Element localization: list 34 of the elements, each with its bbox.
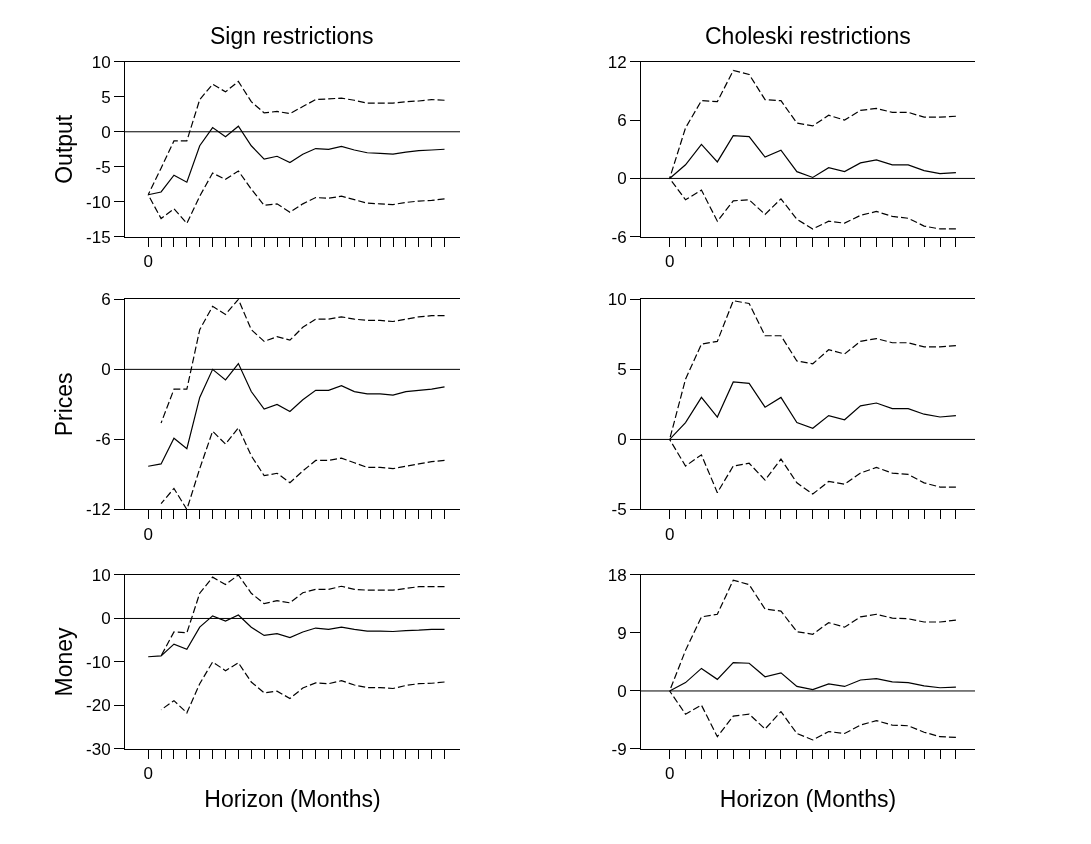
y-tick-label: -12 [86, 500, 111, 520]
y-tick-label: 18 [607, 565, 627, 585]
x-axis-title: Horizon (Months) [204, 785, 381, 812]
y-tick-label: 0 [101, 122, 111, 142]
y-tick-label: 6 [101, 290, 111, 310]
y-tick-label: -15 [86, 227, 111, 247]
x-axis-title: Horizon (Months) [719, 785, 897, 812]
chart-title: Sign restrictions [210, 23, 374, 49]
y-tick-label: -6 [611, 227, 627, 247]
y-tick-label: 12 [607, 52, 627, 72]
y-tick-label: 10 [607, 290, 627, 310]
y-tick-label: -10 [86, 192, 111, 212]
y-tick-label: 0 [617, 681, 627, 701]
y-tick-label: 0 [617, 430, 627, 450]
y-tick-label: -10 [86, 652, 111, 672]
y-tick-label: 5 [101, 87, 111, 107]
y-tick-label: 10 [91, 565, 111, 585]
y-tick-label: -9 [611, 739, 627, 759]
y-tick-label: -30 [86, 739, 111, 759]
y-tick-label: 10 [91, 52, 111, 72]
y-tick-label: 0 [617, 169, 627, 189]
y-tick-label: -5 [95, 157, 111, 177]
y-tick-label: 0 [101, 609, 111, 629]
y-tick-label: 9 [617, 623, 627, 643]
y-axis-title: Output [51, 114, 78, 184]
y-tick-label: -6 [95, 430, 111, 450]
y-tick-label: -5 [611, 500, 627, 520]
y-tick-label: 5 [617, 360, 627, 380]
y-tick-label: 0 [101, 360, 111, 380]
y-axis-title: Money [51, 626, 78, 697]
y-tick-label: 6 [617, 111, 627, 131]
y-axis-title: Prices [51, 372, 78, 437]
chart-title: Choleski restrictions [705, 23, 911, 49]
y-tick-label: -20 [86, 696, 111, 716]
